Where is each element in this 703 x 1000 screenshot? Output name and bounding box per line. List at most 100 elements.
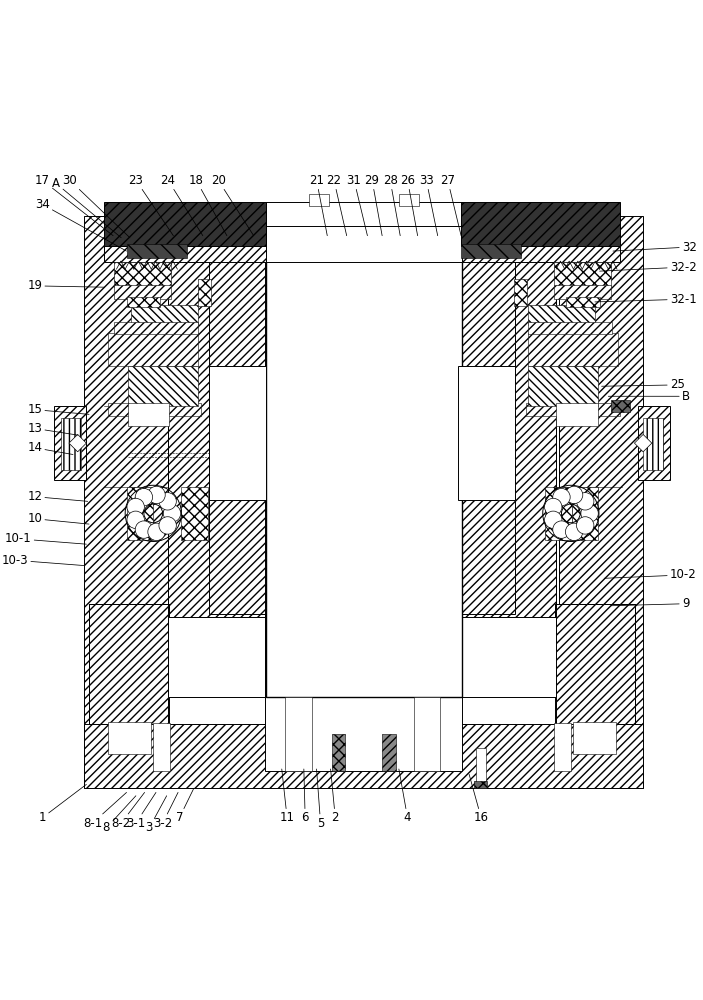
Bar bbox=[209, 226, 266, 614]
Bar bbox=[332, 734, 345, 771]
Bar bbox=[153, 723, 170, 771]
Text: 1: 1 bbox=[39, 784, 86, 824]
Polygon shape bbox=[634, 434, 652, 452]
Text: 19: 19 bbox=[27, 279, 105, 292]
Bar bbox=[105, 242, 266, 262]
Text: 32-1: 32-1 bbox=[595, 293, 697, 306]
Bar bbox=[128, 403, 169, 426]
Bar bbox=[108, 333, 198, 366]
Text: 32-2: 32-2 bbox=[600, 261, 697, 274]
Bar bbox=[413, 697, 440, 771]
Circle shape bbox=[581, 505, 598, 522]
Circle shape bbox=[565, 523, 583, 541]
Text: 3-1: 3-1 bbox=[127, 792, 156, 830]
Text: 13: 13 bbox=[27, 422, 77, 435]
Text: A: A bbox=[52, 177, 121, 238]
Bar bbox=[265, 697, 463, 771]
Text: 7: 7 bbox=[176, 789, 193, 824]
Circle shape bbox=[127, 498, 144, 516]
Bar bbox=[459, 617, 556, 697]
Bar bbox=[115, 322, 198, 334]
Bar bbox=[128, 366, 198, 406]
Text: B: B bbox=[608, 390, 690, 403]
Bar bbox=[458, 366, 515, 500]
Bar bbox=[168, 617, 265, 697]
Bar bbox=[459, 617, 556, 697]
Bar bbox=[556, 403, 598, 426]
Bar bbox=[572, 487, 598, 540]
Text: 4: 4 bbox=[399, 769, 411, 824]
Bar bbox=[382, 734, 396, 771]
Text: 14: 14 bbox=[27, 441, 73, 454]
Circle shape bbox=[159, 493, 176, 510]
Text: 17: 17 bbox=[34, 174, 113, 236]
Text: 6: 6 bbox=[302, 769, 309, 824]
Bar bbox=[61, 418, 81, 470]
Text: 15: 15 bbox=[27, 403, 89, 416]
Bar bbox=[127, 244, 187, 258]
Bar bbox=[168, 697, 265, 724]
Bar bbox=[476, 748, 486, 788]
Bar bbox=[105, 202, 266, 246]
Circle shape bbox=[553, 488, 570, 506]
Bar bbox=[458, 226, 515, 614]
Circle shape bbox=[135, 488, 153, 506]
Bar bbox=[528, 366, 598, 406]
Circle shape bbox=[159, 517, 176, 534]
Bar bbox=[108, 722, 151, 754]
Bar bbox=[566, 297, 600, 307]
Bar bbox=[461, 202, 620, 246]
Bar bbox=[560, 216, 643, 788]
Bar bbox=[266, 226, 462, 262]
Bar bbox=[168, 617, 265, 697]
Text: 2: 2 bbox=[330, 769, 339, 824]
Circle shape bbox=[148, 486, 165, 504]
Circle shape bbox=[127, 511, 144, 528]
Text: 3: 3 bbox=[146, 796, 167, 834]
Text: 10: 10 bbox=[27, 512, 89, 525]
Text: 32: 32 bbox=[613, 241, 697, 254]
Bar bbox=[84, 216, 168, 788]
Text: 28: 28 bbox=[382, 174, 400, 236]
Bar bbox=[611, 400, 630, 412]
Bar bbox=[209, 366, 266, 500]
Bar bbox=[89, 604, 169, 724]
Bar bbox=[643, 418, 663, 470]
Bar bbox=[554, 262, 611, 287]
Circle shape bbox=[565, 486, 583, 504]
Text: 8: 8 bbox=[103, 796, 136, 834]
Bar bbox=[266, 226, 462, 697]
Text: 20: 20 bbox=[211, 174, 254, 236]
Bar bbox=[459, 229, 556, 724]
Bar bbox=[461, 242, 620, 262]
Text: 12: 12 bbox=[27, 490, 88, 503]
Text: 11: 11 bbox=[280, 769, 295, 824]
Bar bbox=[528, 305, 595, 325]
Bar bbox=[54, 406, 86, 480]
Bar bbox=[115, 285, 172, 299]
Text: 34: 34 bbox=[34, 198, 127, 251]
Bar bbox=[115, 262, 172, 287]
Bar bbox=[459, 697, 556, 724]
Circle shape bbox=[135, 521, 153, 538]
Bar bbox=[514, 279, 527, 306]
Circle shape bbox=[163, 505, 181, 522]
Bar bbox=[528, 322, 612, 334]
Circle shape bbox=[553, 521, 570, 538]
Bar bbox=[131, 305, 198, 325]
Bar bbox=[554, 723, 571, 771]
Text: 23: 23 bbox=[129, 174, 174, 236]
Bar bbox=[638, 406, 670, 480]
Circle shape bbox=[545, 498, 562, 516]
Text: 5: 5 bbox=[316, 769, 324, 830]
Bar bbox=[554, 285, 611, 299]
Text: 9: 9 bbox=[611, 597, 690, 610]
Bar bbox=[209, 366, 266, 500]
Text: 29: 29 bbox=[365, 174, 382, 236]
Text: 31: 31 bbox=[347, 174, 368, 236]
Text: 22: 22 bbox=[326, 174, 347, 236]
Text: 30: 30 bbox=[63, 174, 130, 238]
Bar bbox=[127, 487, 153, 540]
Text: 18: 18 bbox=[188, 174, 227, 236]
Circle shape bbox=[545, 511, 562, 528]
